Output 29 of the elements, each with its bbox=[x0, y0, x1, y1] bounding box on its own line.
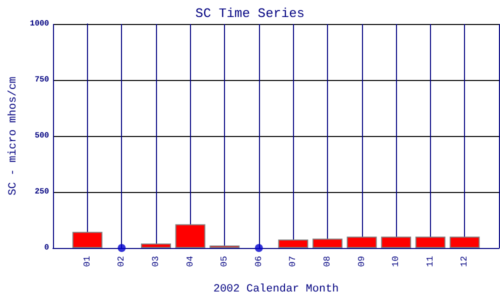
bar bbox=[346, 236, 377, 248]
y-tick-label: 0 bbox=[44, 244, 50, 252]
x-tick-label: 10 bbox=[391, 256, 402, 267]
bar bbox=[141, 244, 171, 248]
bar bbox=[175, 224, 206, 248]
x-tick-label: 12 bbox=[460, 256, 470, 267]
y-axis-title: SC - micro mhos/cm bbox=[8, 76, 20, 196]
chart-title: SC Time Series bbox=[195, 6, 305, 21]
bar bbox=[415, 236, 446, 248]
bar bbox=[381, 236, 412, 248]
bar bbox=[312, 238, 342, 248]
x-tick-label: 06 bbox=[254, 256, 264, 267]
x-tick-label: 02 bbox=[116, 256, 127, 267]
x-tick-label: 08 bbox=[322, 256, 332, 267]
y-tick-label: 1000 bbox=[30, 20, 50, 28]
bar bbox=[278, 239, 308, 248]
x-tick-label: 09 bbox=[356, 256, 367, 267]
x-tick-label: 03 bbox=[151, 256, 161, 267]
x-tick-label: 11 bbox=[425, 256, 436, 267]
y-tick-label: 750 bbox=[34, 76, 50, 84]
bar bbox=[450, 236, 480, 248]
x-tick-label: 07 bbox=[288, 256, 298, 267]
x-tick-label: 04 bbox=[185, 256, 196, 267]
x-tick-label: 01 bbox=[82, 256, 92, 267]
y-tick-label: 250 bbox=[34, 188, 50, 196]
x-tick-label: 05 bbox=[220, 256, 230, 267]
bar bbox=[72, 232, 102, 248]
y-tick-label: 500 bbox=[34, 132, 50, 140]
x-axis-title: 2002 Calendar Month bbox=[213, 284, 339, 296]
